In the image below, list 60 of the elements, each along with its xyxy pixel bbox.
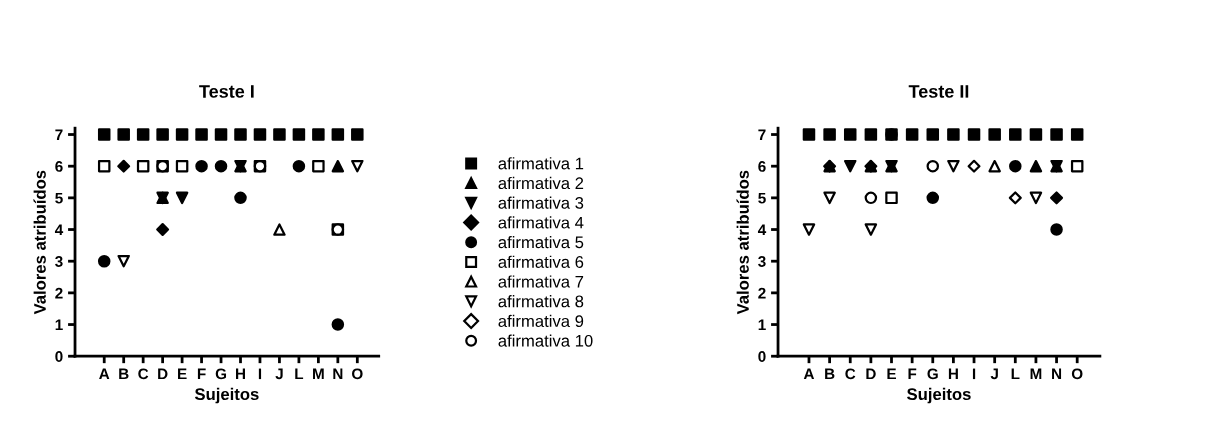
legend-label: afirmativa 10 xyxy=(498,334,593,347)
y-tick-label: 6 xyxy=(55,161,63,172)
y-tick-label: 4 xyxy=(757,224,767,236)
legend-label: afirmativa 9 xyxy=(498,314,584,328)
x-tick-label: A xyxy=(803,368,815,380)
x-tick-label: I xyxy=(258,368,262,380)
x-tick-label: F xyxy=(908,368,917,380)
y-tick-label: 3 xyxy=(758,256,766,267)
x-tick-label: B xyxy=(119,368,129,380)
y-tick-label: 1 xyxy=(55,319,63,331)
y-tick-label: 0 xyxy=(55,351,63,362)
y-tick-label: 7 xyxy=(758,129,766,141)
x-tick-label: H xyxy=(948,368,958,380)
y-tick-label: 1 xyxy=(758,319,766,331)
y-axis-title: Valores atribuídos xyxy=(736,170,749,315)
chart-title: Teste I xyxy=(199,85,254,98)
y-tick-label: 2 xyxy=(758,287,766,299)
x-tick-label: D xyxy=(866,368,876,380)
x-tick-label: N xyxy=(333,368,343,380)
x-tick-label: I xyxy=(972,368,976,380)
x-tick-label: C xyxy=(845,368,856,380)
x-tick-label: H xyxy=(236,368,245,380)
y-tick-label: 6 xyxy=(758,161,766,172)
x-tick-label: O xyxy=(1071,368,1083,380)
legend-label: afirmativa 1 xyxy=(498,157,584,170)
legend-label: afirmativa 8 xyxy=(498,295,584,308)
legend-label: afirmativa 7 xyxy=(498,275,584,288)
legend-label: afirmativa 5 xyxy=(498,235,584,249)
x-tick-label: E xyxy=(887,368,896,380)
x-tick-label: D xyxy=(158,368,168,380)
x-tick-label: F xyxy=(197,368,206,380)
x-tick-label: O xyxy=(352,368,363,380)
legend-label: afirmativa 2 xyxy=(498,176,584,190)
x-tick-label: N xyxy=(1052,368,1062,380)
x-axis-title: Sujeitos xyxy=(194,387,259,404)
x-axis-title: Sujeitos xyxy=(907,387,971,404)
x-tick-label: A xyxy=(99,368,110,380)
y-tick-label: 0 xyxy=(758,351,766,362)
x-tick-label: G xyxy=(215,368,227,380)
x-tick-label: E xyxy=(178,368,187,380)
x-tick-label: L xyxy=(295,368,304,380)
x-tick-label: G xyxy=(927,368,938,380)
chart-title: Teste II xyxy=(908,85,969,98)
y-tick-label: 5 xyxy=(758,192,766,204)
x-tick-label: J xyxy=(275,368,283,380)
x-tick-label: B xyxy=(825,368,835,380)
x-tick-label: C xyxy=(138,368,149,380)
y-tick-label: 5 xyxy=(55,192,63,204)
legend-label: afirmativa 3 xyxy=(498,196,584,209)
y-tick-label: 3 xyxy=(55,256,63,267)
x-tick-label: M xyxy=(1030,368,1042,380)
y-axis-title: Valores atribuídos xyxy=(33,170,46,315)
x-tick-label: J xyxy=(990,368,998,380)
y-tick-label: 2 xyxy=(55,287,63,299)
legend-label: afirmativa 4 xyxy=(498,216,584,229)
y-tick-label: 7 xyxy=(55,129,63,141)
x-tick-label: M xyxy=(313,368,324,380)
y-tick-label: 4 xyxy=(54,224,64,236)
x-tick-label: L xyxy=(1011,368,1020,380)
legend-label: afirmativa 6 xyxy=(498,255,584,268)
